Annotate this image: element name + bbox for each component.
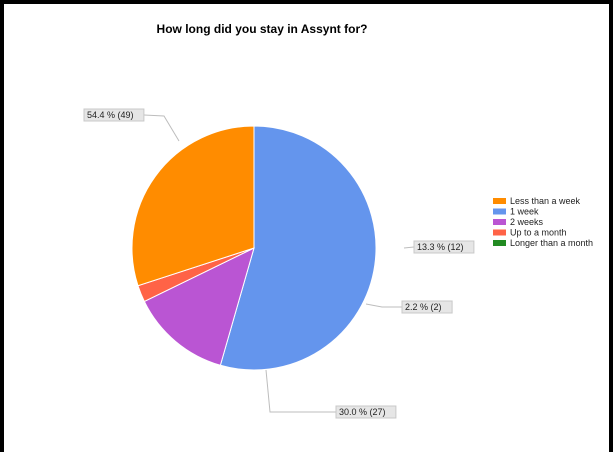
pie-slice-1-week [219,125,377,371]
pie-chart: How long did you stay in Assynt for? 30.… [83,22,593,419]
slice-label-box [335,405,397,419]
legend-label: Up to a month [510,228,567,238]
slice-labels: 30.0 % (27) 54.4 % (49) 13.3 % (12) 2.2 % (… [83,108,475,419]
chart-title: How long did you stay in Assynt for? [157,22,368,36]
slice-label: 54.4 % (49) [87,110,134,120]
legend-label: Longer than a month [510,238,593,248]
legend-swatch [493,198,506,204]
pie-slice-less-than-a-week [131,125,255,287]
pie-slice-2-weeks [143,247,255,366]
legend-label: 2 weeks [510,217,544,227]
legend-swatch [493,240,506,246]
legend-swatch [493,208,506,215]
legend-swatch [493,229,506,236]
slice-label-box [413,240,475,254]
slice-label: 2.2 % (2) [405,302,442,312]
leader-line [403,246,415,249]
leader-line [365,303,402,308]
pie-slices [131,125,377,371]
legend-swatch [493,219,506,225]
slice-label: 30.0 % (27) [339,407,386,417]
slice-label-box [83,108,145,122]
leader-line [265,369,336,413]
legend-label: 1 week [510,207,539,217]
slice-label: 13.3 % (12) [417,242,464,252]
leader-line [143,114,180,142]
slice-label-box [401,300,453,314]
legend-label: Less than a week [510,196,581,206]
